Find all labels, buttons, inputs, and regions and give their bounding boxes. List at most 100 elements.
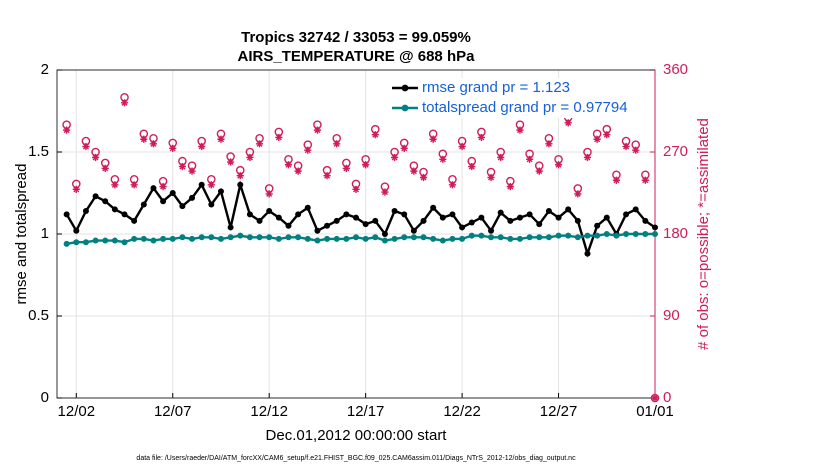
series-marker [121,239,128,246]
obs-assimilated [535,167,543,175]
series-marker [295,211,302,218]
series-marker [237,181,244,188]
series-marker [555,232,562,239]
series-marker [343,235,350,242]
series-marker [545,208,552,215]
series-marker [246,234,253,241]
series-marker [92,237,99,244]
y2-tick-label: 360 [663,61,688,78]
series-marker [314,227,321,234]
series-marker [121,211,128,218]
obs-assimilated [169,144,177,152]
x-tick-label: 12/22 [443,403,481,420]
series-marker [140,235,147,242]
series-marker [82,208,89,215]
x-tick-label: 12/07 [154,403,192,420]
series-marker [410,234,417,241]
obs-assimilated [603,131,611,139]
y2-tick-label: 180 [663,225,688,242]
series-marker [82,239,89,246]
obs-assimilated [178,162,186,171]
obs-assimilated [612,176,621,184]
series-marker [478,232,485,239]
series-marker [497,209,504,216]
series-marker [430,235,437,242]
obs-assimilated [526,155,534,163]
series-marker [324,235,331,242]
obs-assimilated [622,142,630,151]
series-marker [314,237,321,244]
series-marker [584,232,591,239]
footnote: data file: /Users/raeder/DAI/ATM_forcXX/… [136,455,576,462]
obs-assimilated [159,183,167,191]
y2-axis-label: # of obs: o=possible; *=assimilated [695,118,712,350]
series-marker [613,232,620,239]
x-tick-label: 12/12 [250,403,288,420]
obs-assimilated [381,188,389,196]
obs-assimilated [419,173,428,182]
series-marker [343,211,350,218]
series-marker [565,206,572,213]
series-marker [169,235,176,242]
series-marker [160,235,167,242]
legend-box [390,78,648,118]
obs-assimilated [429,135,437,143]
series-marker [189,194,196,201]
series-marker [584,250,591,257]
series-marker [565,232,572,239]
legend-label: rmse grand pr = 1.123 [422,79,570,96]
series-marker [497,234,504,241]
series-marker [449,235,456,242]
series-marker [63,211,70,218]
series-marker [353,214,359,221]
obs-assimilated [390,153,399,162]
series-marker [102,198,109,205]
series-marker [439,214,446,221]
obs-assimilated [120,99,129,107]
x-tick-label: 12/27 [540,403,578,420]
series-marker [353,234,359,241]
series-marker [401,211,408,218]
y-tick-label: 2 [41,61,49,78]
series-marker [401,234,408,241]
obs-assimilated [641,176,649,184]
chart-title: Tropics 32742 / 33053 = 99.059% [241,29,471,46]
legend-marker [401,104,409,112]
obs-assimilated [574,190,582,198]
series-marker [516,214,523,221]
series-marker [208,201,215,208]
series-marker [488,227,495,234]
series-marker [391,235,398,242]
series-marker [266,208,273,215]
obs-assimilated [448,181,457,189]
series-marker [381,237,388,244]
obs-assimilated [362,161,370,169]
series-marker [227,224,234,231]
obs-assimilated [246,153,254,162]
obs-assimilated [91,153,100,162]
series-marker [468,219,475,226]
series-marker [140,201,147,208]
series-marker [574,217,581,224]
series-marker [198,234,205,241]
obs-assimilated [207,181,215,189]
series-marker [488,234,495,241]
plot-layer [62,93,660,403]
series-marker [256,217,263,224]
legend-label: totalspread grand pr = 0.97794 [422,99,628,116]
legend-marker [401,84,409,92]
obs-assimilated [410,167,418,175]
series-marker [623,211,630,218]
series-marker [574,234,581,241]
series-marker [179,203,186,210]
obs-assimilated [497,153,505,162]
obs-assimilated [265,190,273,198]
y2-tick-label: 90 [663,307,680,324]
series-marker [420,217,427,224]
obs-assimilated [149,140,158,148]
series-marker [237,232,244,239]
series-marker [536,221,543,228]
series-marker [227,234,234,241]
obs-assimilated [342,164,350,172]
